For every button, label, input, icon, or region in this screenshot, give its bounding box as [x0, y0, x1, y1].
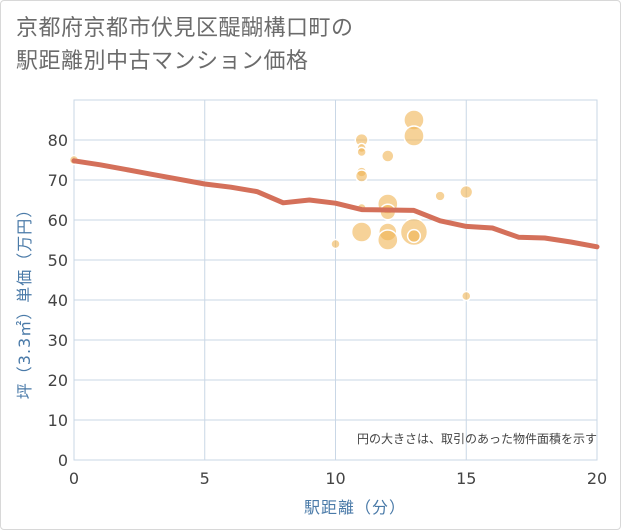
data-bubble	[350, 221, 373, 243]
y-tick-label: 50	[48, 251, 68, 270]
bubble-points	[68, 109, 474, 302]
data-bubble	[330, 238, 341, 250]
x-tick-label: 0	[69, 469, 79, 488]
y-tick-label: 80	[48, 131, 68, 150]
grid-lines	[73, 99, 598, 461]
data-bubble	[459, 184, 474, 200]
data-bubble	[376, 229, 399, 251]
axis-ticks: 0 5 10 15 20 0 10 20 30 40 50 60 70 80	[48, 131, 608, 488]
plot-border	[73, 99, 598, 461]
y-tick-label: 70	[48, 171, 68, 190]
y-tick-label: 10	[48, 411, 68, 430]
chart-title: 京都府京都市伏見区醍醐構口町の 駅距離別中古マンション価格	[16, 12, 354, 78]
x-tick-label: 15	[456, 469, 476, 488]
data-bubble	[403, 125, 425, 147]
trend-line	[71, 158, 600, 250]
data-bubble	[461, 290, 472, 302]
y-tick-label: 20	[48, 371, 68, 390]
data-bubble	[354, 169, 369, 183]
data-bubble	[356, 146, 367, 158]
data-bubble	[434, 190, 446, 202]
size-legend-note: 円の大きさは、取引のあった物件面積を示す	[357, 431, 597, 446]
x-tick-label: 20	[587, 469, 607, 488]
data-bubble	[406, 228, 422, 244]
y-tick-label: 0	[58, 451, 68, 470]
data-bubble	[381, 149, 395, 163]
y-tick-label: 30	[48, 331, 68, 350]
x-tick-label: 5	[200, 469, 210, 488]
y-tick-label: 60	[48, 211, 68, 230]
y-axis-title: 坪（3.3㎡）単価（万円）	[15, 201, 34, 399]
chart-title-line1: 京都府京都市伏見区醍醐構口町の	[16, 16, 354, 41]
x-tick-label: 10	[325, 469, 345, 488]
chart-title-line2: 駅距離別中古マンション価格	[16, 49, 309, 74]
x-axis-title: 駅距離（分）	[304, 498, 406, 517]
y-tick-label: 40	[48, 291, 68, 310]
